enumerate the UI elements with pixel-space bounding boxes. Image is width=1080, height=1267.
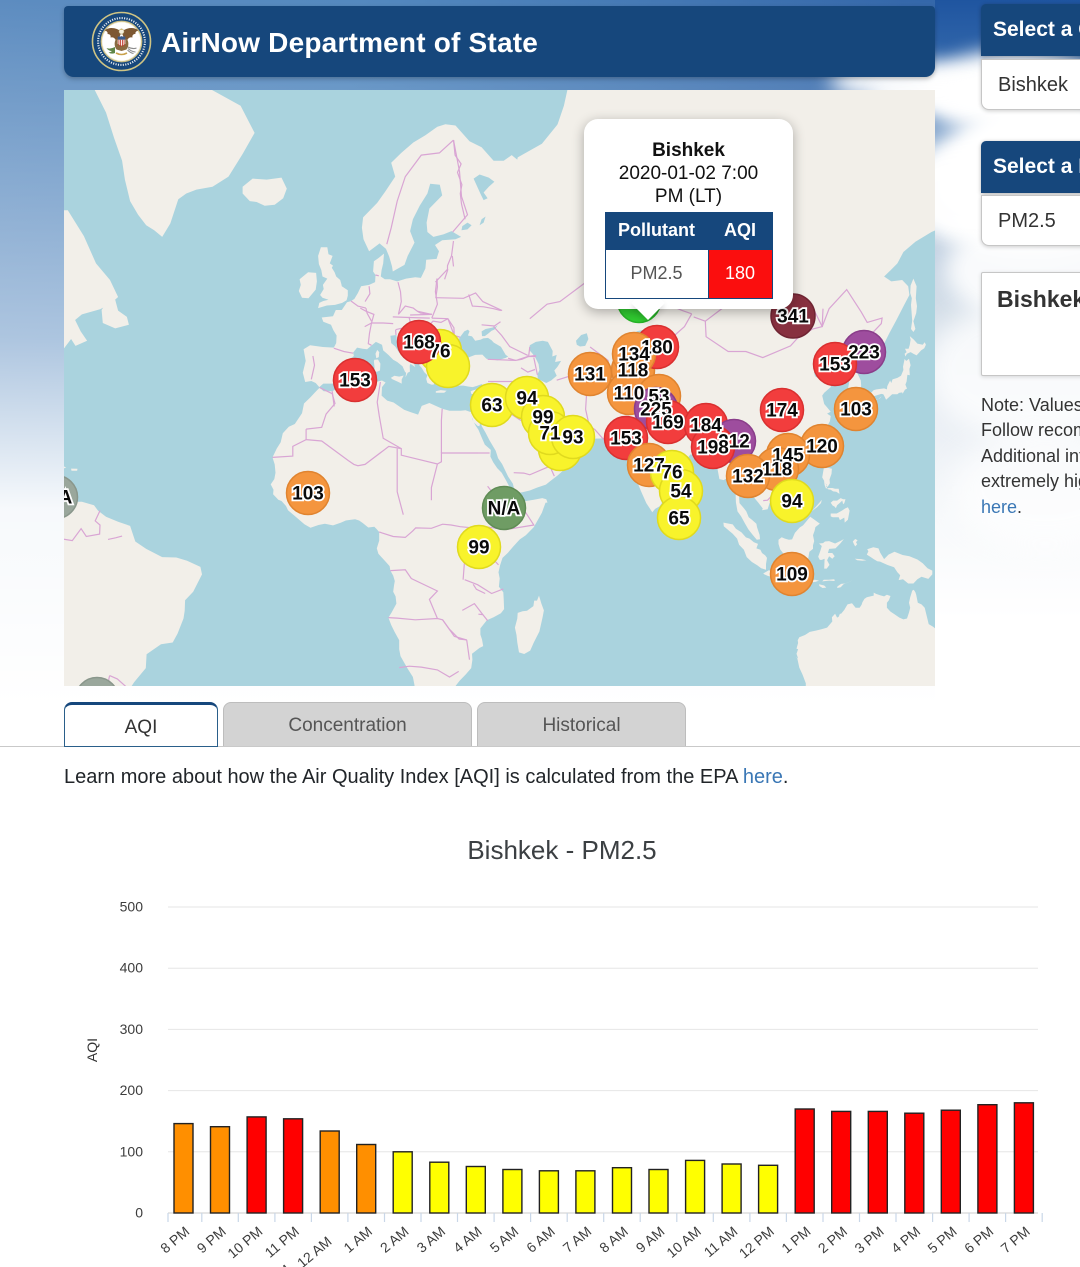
svg-text:AQI: AQI xyxy=(84,1038,100,1062)
svg-text:223: 223 xyxy=(848,343,880,364)
svg-text:153: 153 xyxy=(819,355,851,376)
svg-text:180: 180 xyxy=(641,338,673,359)
svg-text:10 AM: 10 AM xyxy=(663,1223,704,1261)
svg-text:12 PM: 12 PM xyxy=(736,1223,777,1261)
svg-text:12 AM: 12 AM xyxy=(254,1262,293,1267)
svg-text:109: 109 xyxy=(776,565,808,586)
svg-text:11 PM: 11 PM xyxy=(262,1223,302,1261)
svg-text:103: 103 xyxy=(840,400,872,421)
svg-text:500: 500 xyxy=(120,899,144,915)
svg-text:5 AM: 5 AM xyxy=(487,1223,522,1256)
svg-text:12 AM: 12 AM xyxy=(294,1233,335,1267)
svg-text:71: 71 xyxy=(539,424,561,445)
svg-text:145: 145 xyxy=(772,446,804,467)
svg-text:2 AM: 2 AM xyxy=(377,1223,412,1256)
svg-text:103: 103 xyxy=(292,484,324,505)
svg-text:118: 118 xyxy=(618,361,649,382)
svg-text:94: 94 xyxy=(516,389,538,410)
svg-text:7 AM: 7 AM xyxy=(560,1223,595,1256)
svg-text:153: 153 xyxy=(610,429,642,450)
svg-text:300: 300 xyxy=(120,1021,144,1037)
svg-text:53: 53 xyxy=(648,387,669,408)
svg-text:212: 212 xyxy=(718,432,750,453)
svg-text:6 AM: 6 AM xyxy=(523,1223,558,1256)
svg-text:4 PM: 4 PM xyxy=(888,1223,923,1256)
svg-text:153: 153 xyxy=(339,371,371,392)
svg-text:8 AM: 8 AM xyxy=(596,1223,631,1256)
svg-text:4 AM: 4 AM xyxy=(450,1223,485,1256)
svg-text:118: 118 xyxy=(762,460,793,481)
svg-text:6 PM: 6 PM xyxy=(961,1223,996,1256)
svg-text:11 AM: 11 AM xyxy=(701,1223,741,1260)
svg-text:1 AM: 1 AM xyxy=(340,1223,375,1256)
svg-text:3 PM: 3 PM xyxy=(851,1223,886,1256)
svg-text:5 PM: 5 PM xyxy=(924,1223,959,1256)
svg-text:120: 120 xyxy=(806,437,838,458)
svg-text:76: 76 xyxy=(661,463,682,484)
svg-text:54: 54 xyxy=(670,482,692,503)
svg-text:9 AM: 9 AM xyxy=(633,1223,668,1256)
svg-text:341: 341 xyxy=(777,307,809,328)
svg-text:63: 63 xyxy=(481,396,502,417)
svg-text:168: 168 xyxy=(403,333,435,354)
svg-text:10 PM: 10 PM xyxy=(224,1223,265,1261)
svg-text:99: 99 xyxy=(468,538,489,559)
svg-text:169: 169 xyxy=(652,413,684,434)
svg-text:2 PM: 2 PM xyxy=(815,1223,850,1256)
svg-text:400: 400 xyxy=(120,960,144,976)
svg-text:8 PM: 8 PM xyxy=(157,1223,192,1256)
svg-text:225: 225 xyxy=(640,400,672,421)
svg-text:184: 184 xyxy=(690,416,722,437)
svg-text:110: 110 xyxy=(614,384,645,405)
svg-text:N/A: N/A xyxy=(488,499,521,520)
svg-text:200: 200 xyxy=(120,1082,144,1098)
svg-text:3 AM: 3 AM xyxy=(414,1223,449,1256)
svg-text:99: 99 xyxy=(532,408,553,429)
svg-text:65: 65 xyxy=(668,509,690,530)
svg-text:7 PM: 7 PM xyxy=(998,1223,1033,1256)
svg-text:94: 94 xyxy=(781,492,803,513)
svg-text:132: 132 xyxy=(732,467,764,488)
svg-text:134: 134 xyxy=(618,345,650,366)
svg-text:131: 131 xyxy=(574,365,606,386)
svg-text:76: 76 xyxy=(429,342,450,363)
svg-text:9 PM: 9 PM xyxy=(194,1223,229,1256)
svg-text:0: 0 xyxy=(135,1205,143,1221)
svg-text:100: 100 xyxy=(120,1143,144,1159)
svg-text:93: 93 xyxy=(562,428,583,449)
svg-text:127: 127 xyxy=(633,456,665,477)
svg-text:1 PM: 1 PM xyxy=(778,1223,813,1256)
svg-text:174: 174 xyxy=(766,401,798,422)
svg-text:198: 198 xyxy=(697,438,729,459)
svg-text:N/A: N/A xyxy=(64,488,73,509)
